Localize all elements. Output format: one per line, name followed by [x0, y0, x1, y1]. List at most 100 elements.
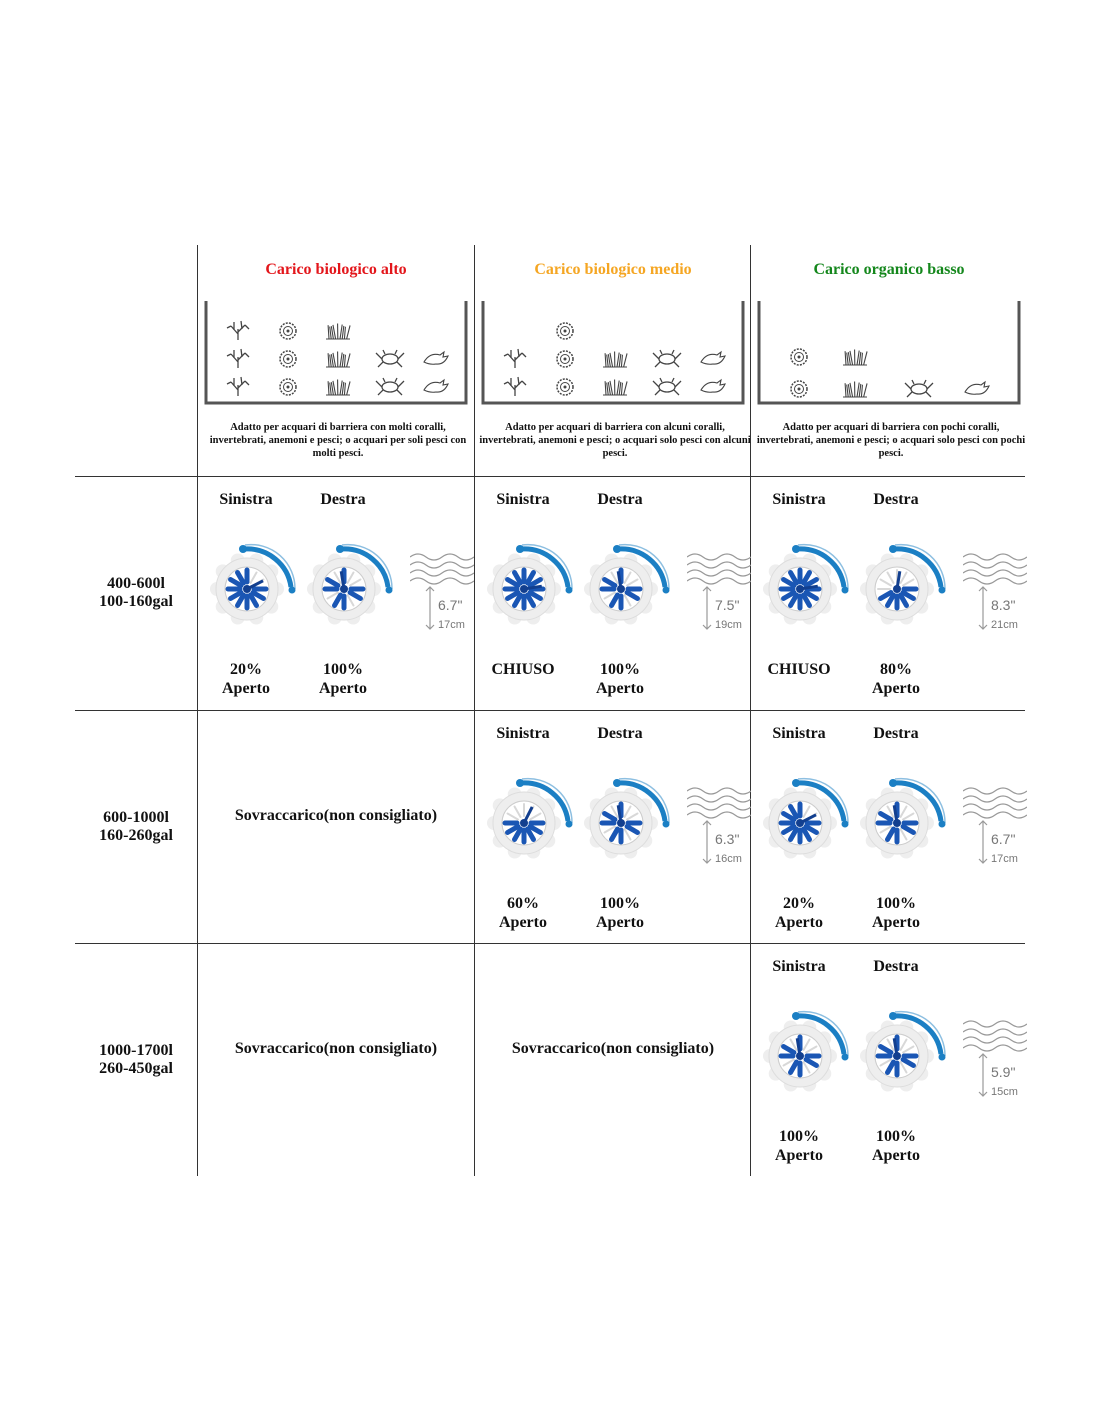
- adjust-arc: [894, 546, 944, 588]
- opening-state: Aperto: [872, 914, 920, 931]
- left-valve-icon: [482, 775, 582, 865]
- setting-cell: Sovraccarico(non consigliato): [198, 711, 474, 944]
- bioload-header: Carico biologico alto Adatto per acquari …: [198, 245, 474, 476]
- water-depth-indicator: 6.3" 16cm: [686, 785, 752, 867]
- adjust-arc: [618, 546, 668, 588]
- coral-icon: [503, 376, 527, 396]
- valve-knob: [860, 787, 934, 859]
- depth-cm: 21cm: [991, 619, 1018, 631]
- setting-cell: Sinistra Destra 6.7" 17cm 20% Aperto 100% Apert…: [196, 477, 475, 710]
- opening-value: 100%: [876, 895, 916, 912]
- left-valve-opening: 20% Aperto: [749, 894, 849, 932]
- adjust-arc: [244, 546, 294, 588]
- opening-value: CHIUSO: [767, 661, 831, 678]
- right-valve-opening: 100% Aperto: [570, 660, 670, 698]
- fish-icon: [964, 380, 990, 395]
- bioload-header: Carico biologico medio Adatto per acquari…: [475, 245, 751, 476]
- right-valve-icon: [302, 541, 402, 631]
- right-valve-opening: 80% Aperto: [846, 660, 946, 698]
- right-valve-title: Destra: [873, 491, 919, 508]
- right-valve-icon: [855, 541, 955, 631]
- coral-icon: [226, 376, 250, 396]
- depth-inches: 8.3": [991, 597, 1016, 613]
- opening-value: 100%: [600, 661, 640, 678]
- water-depth-indicator: 7.5" 19cm: [686, 551, 752, 633]
- left-valve-title: Sinistra: [772, 491, 826, 508]
- left-valve-title: Sinistra: [772, 958, 826, 975]
- bioload-description: Adatto per acquari di barriera con molti…: [209, 422, 467, 459]
- coral-icon: [226, 348, 250, 368]
- setting-cell: Sinistra Destra 5.9" 15cm 100% Aperto 100% Aper…: [751, 944, 1028, 1177]
- fish-icon: [700, 378, 726, 393]
- opening-value: 80%: [880, 661, 912, 678]
- adjust-arc: [341, 546, 391, 588]
- depth-inches: 6.7": [991, 831, 1016, 847]
- anemone-icon: [556, 322, 574, 340]
- opening-state: Aperto: [222, 680, 270, 697]
- fish-icon: [700, 350, 726, 365]
- opening-state: Aperto: [499, 914, 547, 931]
- setting-cell: Sinistra Destra 8.3" 21cm CHIUSO 80% Aperto: [751, 477, 1028, 710]
- left-valve-icon: [205, 541, 305, 631]
- overload-note: Sovraccarico(non consigliato): [234, 807, 438, 824]
- fish-icon: [423, 350, 449, 365]
- valve-knob: [487, 787, 561, 859]
- bioload-description: Adatto per acquari di barriera con pochi…: [756, 422, 1026, 459]
- anemone-icon: [790, 348, 808, 366]
- right-valve-opening: 100% Aperto: [846, 894, 946, 932]
- row-divider: [75, 943, 1025, 944]
- depth-cm: 17cm: [438, 619, 465, 631]
- opening-state: Aperto: [872, 1147, 920, 1164]
- right-valve-icon: [579, 541, 679, 631]
- depth-inches: 7.5": [715, 597, 740, 613]
- adjust-arc: [618, 780, 668, 822]
- bioload-title: Carico biologico medio: [534, 261, 692, 278]
- anemone-icon: [279, 378, 297, 396]
- valve-knob: [763, 553, 837, 625]
- left-valve-title: Sinistra: [496, 491, 550, 508]
- bioload-header: Carico organico basso Adatto per acquari …: [751, 245, 1027, 476]
- water-wave-icon: [962, 787, 1028, 864]
- row-divider: [75, 710, 1025, 711]
- anemone-icon: [556, 350, 574, 368]
- adjust-arc: [521, 546, 571, 588]
- left-valve-opening: CHIUSO: [473, 660, 573, 679]
- water-depth-indicator: 6.7" 17cm: [962, 785, 1028, 867]
- reef-coral-icon: [603, 351, 628, 368]
- right-valve-opening: 100% Aperto: [570, 894, 670, 932]
- tank-volume-label: 400-600l 100-160gal: [75, 575, 197, 611]
- reef-coral-icon: [326, 379, 351, 396]
- adjust-arc: [797, 1013, 847, 1055]
- water-wave-icon: [409, 553, 475, 630]
- anemone-icon: [279, 322, 297, 340]
- water-depth-indicator: 8.3" 21cm: [962, 551, 1028, 633]
- opening-state: Aperto: [319, 680, 367, 697]
- crab-icon: [904, 379, 934, 398]
- valve-knob: [210, 553, 284, 625]
- opening-state: Aperto: [775, 1147, 823, 1164]
- left-valve-opening: 60% Aperto: [473, 894, 573, 932]
- adjust-arc: [894, 1013, 944, 1055]
- opening-value: 100%: [323, 661, 363, 678]
- depth-cm: 16cm: [715, 853, 742, 865]
- left-valve-opening: 20% Aperto: [196, 660, 296, 698]
- left-valve-title: Sinistra: [219, 491, 273, 508]
- valve-knob: [860, 1020, 934, 1092]
- anemone-icon: [790, 380, 808, 398]
- crab-icon: [375, 349, 405, 368]
- water-wave-icon: [962, 1020, 1028, 1097]
- setting-cell: Sovraccarico(non consigliato): [475, 944, 751, 1177]
- left-valve-icon: [758, 541, 858, 631]
- water-depth-indicator: 6.7" 17cm: [409, 551, 475, 633]
- coral-icon: [503, 348, 527, 368]
- water-wave-icon: [686, 553, 752, 630]
- water-wave-icon: [962, 553, 1028, 630]
- right-valve-icon: [579, 775, 679, 865]
- reef-coral-icon: [326, 351, 351, 368]
- depth-inches: 6.7": [438, 597, 463, 613]
- opening-value: 100%: [600, 895, 640, 912]
- volume-gallons: 260-450gal: [99, 1060, 173, 1077]
- opening-state: Aperto: [775, 914, 823, 931]
- opening-value: 20%: [230, 661, 262, 678]
- valve-knob: [584, 553, 658, 625]
